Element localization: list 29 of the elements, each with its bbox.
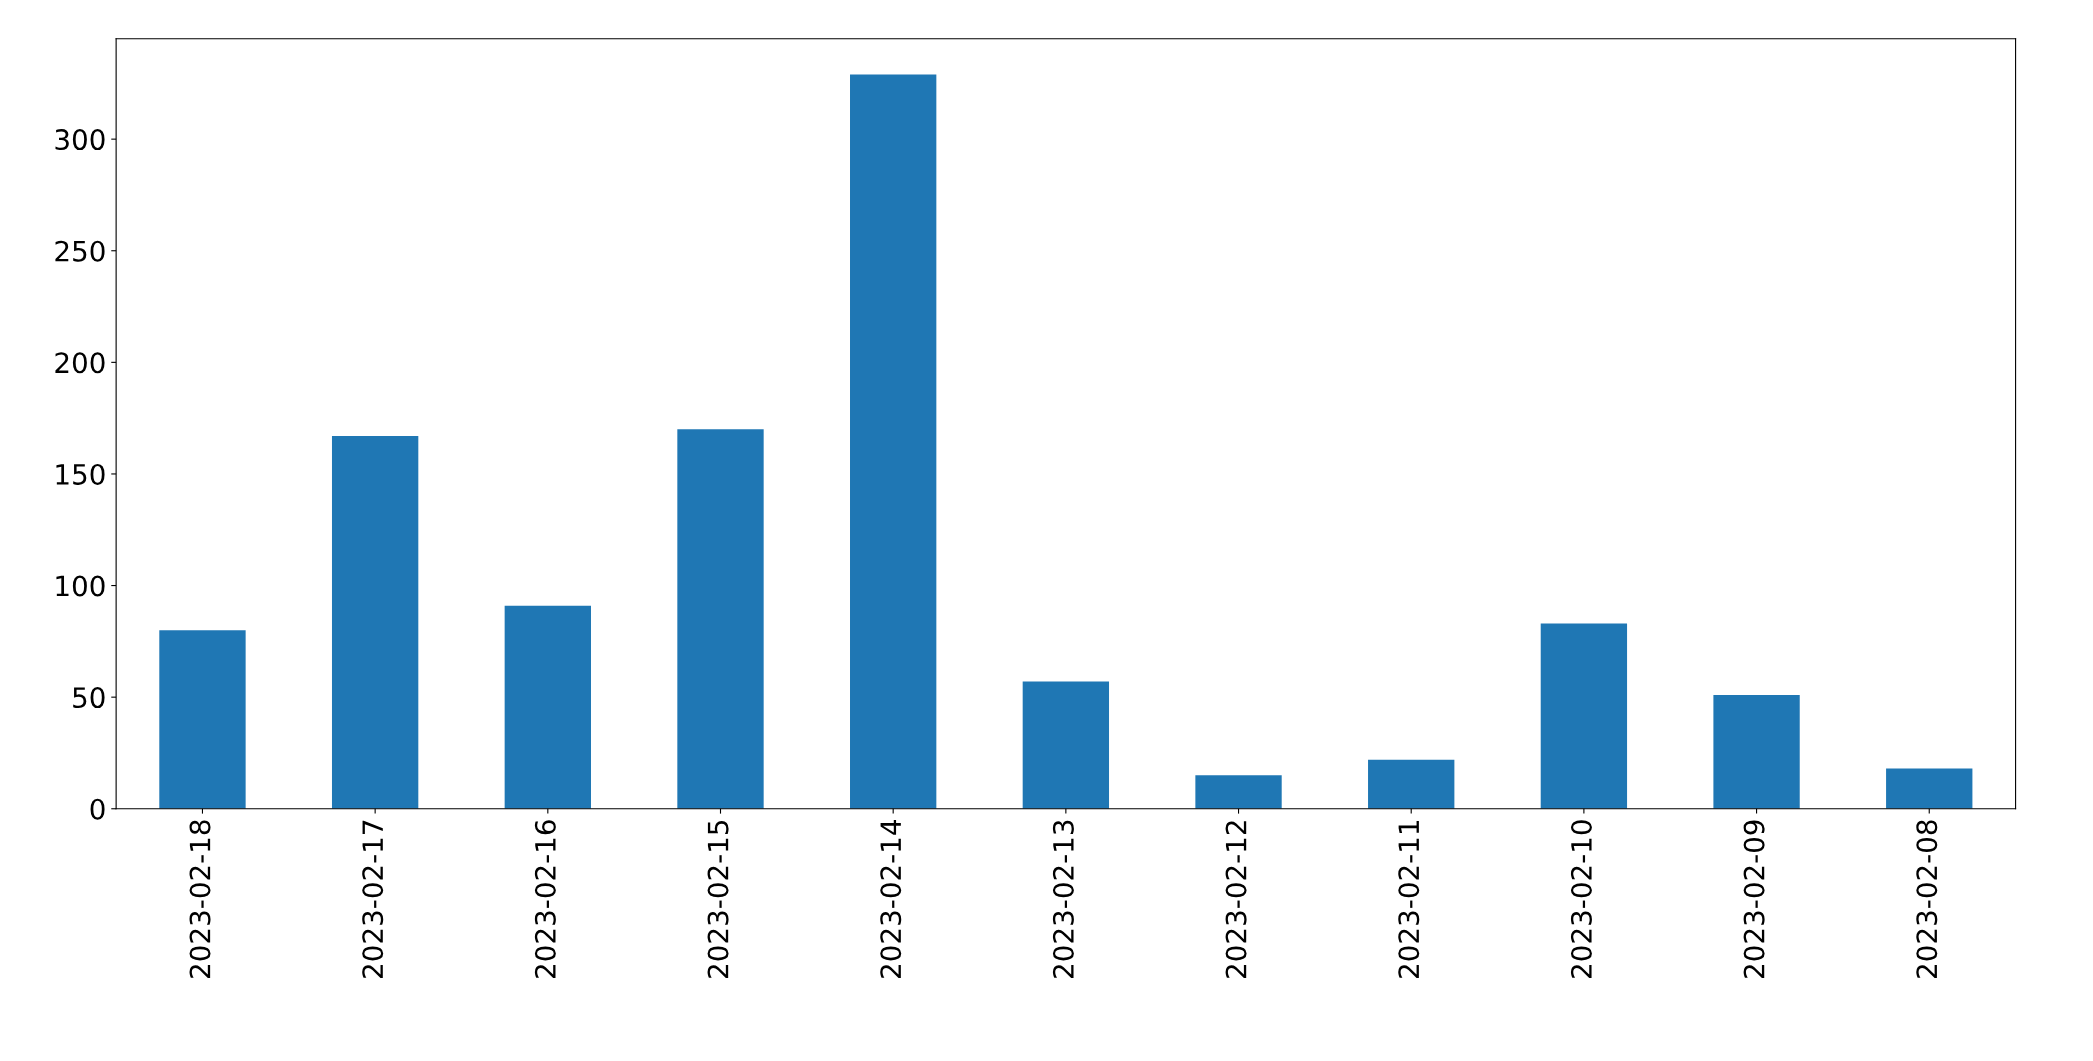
x-tick-label: 2023-02-13	[1052, 820, 1074, 978]
bar	[1368, 759, 1455, 809]
y-tick-label: 250	[55, 240, 105, 262]
bar	[677, 429, 764, 809]
bar	[1540, 623, 1628, 809]
x-tick-label: 2023-02-09	[1743, 820, 1765, 978]
y-tick-label: 200	[55, 352, 105, 374]
x-tick-label: 2023-02-08	[1916, 820, 1938, 978]
x-tick-label: 2023-02-15	[707, 820, 729, 978]
y-tick-label: 50	[73, 687, 105, 709]
y-tick-label: 100	[56, 575, 105, 597]
bar	[850, 74, 937, 809]
bar	[331, 436, 419, 809]
x-tick-label: 2023-02-17	[362, 820, 384, 978]
bar	[159, 630, 246, 809]
x-tick-label: 2023-02-14	[880, 820, 902, 978]
x-tick-label: 2023-02-18	[189, 820, 211, 978]
x-tick-label: 2023-02-11	[1398, 821, 1420, 978]
x-tick-label: 2023-02-16	[534, 820, 556, 978]
bar	[1195, 775, 1282, 809]
y-tick-label: 0	[90, 798, 105, 820]
x-tick-label: 2023-02-10	[1570, 820, 1592, 978]
bar	[504, 605, 591, 809]
y-tick-label: 300	[55, 129, 105, 151]
x-tick-label: 2023-02-12	[1225, 821, 1247, 978]
y-tick-label: 150	[56, 463, 105, 485]
bar	[1886, 768, 1973, 809]
bar	[1022, 681, 1110, 809]
bar	[1713, 694, 1800, 809]
